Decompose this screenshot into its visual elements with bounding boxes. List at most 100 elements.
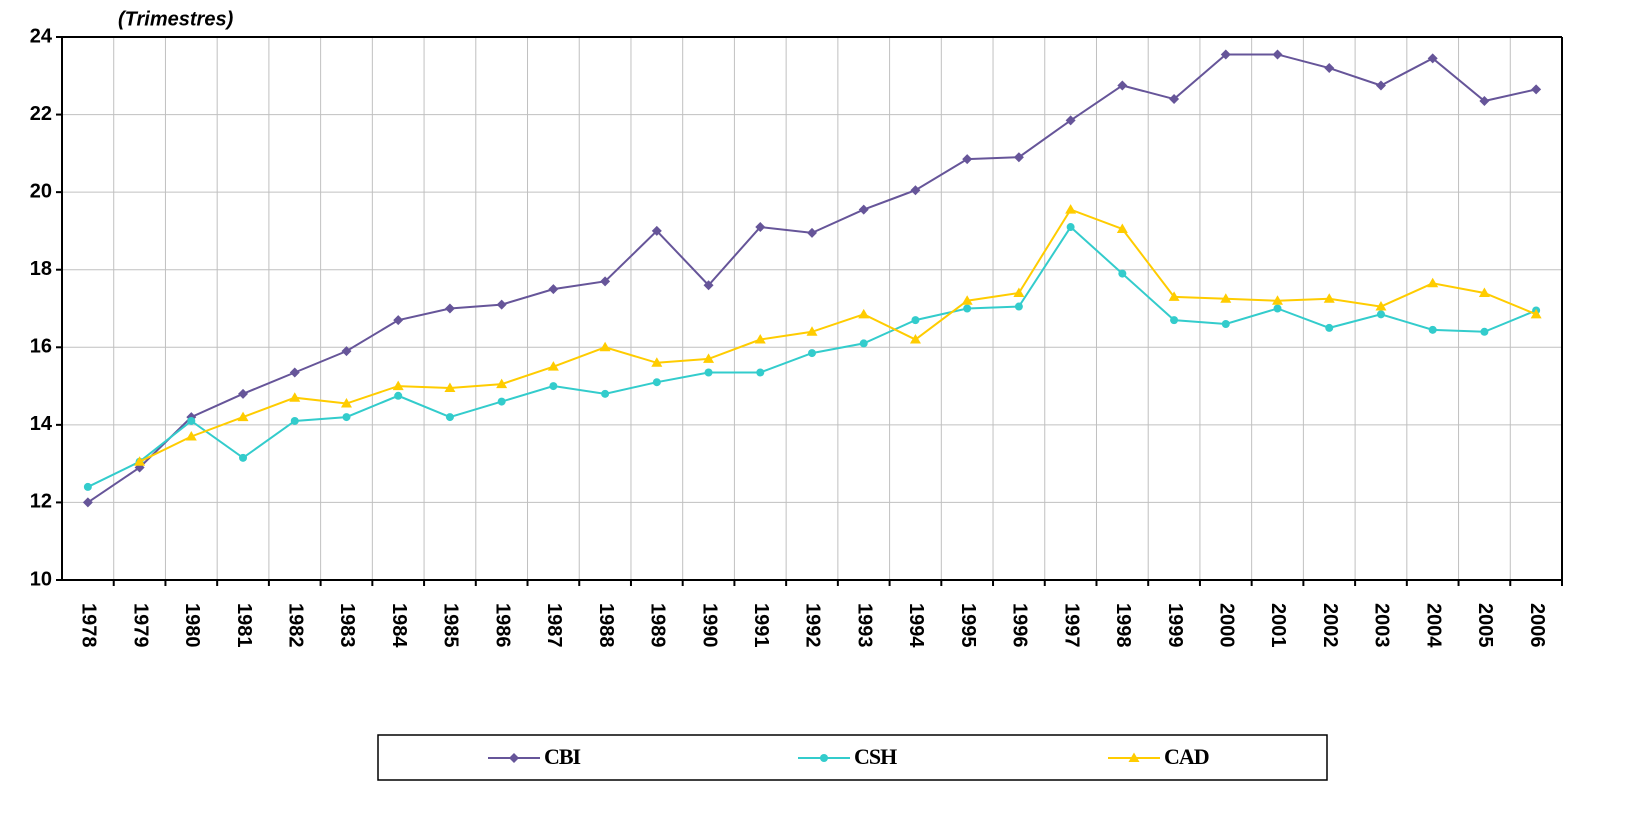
y-tick-label: 24 <box>30 25 53 47</box>
marker <box>1428 325 1437 334</box>
marker <box>83 482 92 491</box>
marker <box>1066 223 1075 232</box>
marker <box>703 280 714 291</box>
marker <box>704 368 713 377</box>
marker <box>1478 287 1490 297</box>
marker <box>547 361 559 371</box>
y-tick-label: 12 <box>30 491 52 513</box>
x-tick-label: 1993 <box>853 603 875 648</box>
marker <box>445 413 454 422</box>
marker <box>548 284 559 295</box>
marker <box>1427 53 1438 64</box>
marker <box>496 378 508 389</box>
marker <box>756 368 765 377</box>
y-tick-label: 22 <box>30 103 52 125</box>
marker <box>1427 277 1439 288</box>
marker <box>808 349 816 358</box>
marker <box>340 398 352 408</box>
marker <box>342 413 351 422</box>
x-tick-label: 1992 <box>802 603 824 648</box>
marker <box>1065 204 1077 214</box>
marker <box>962 154 973 165</box>
y-tick-label: 14 <box>30 413 53 435</box>
marker <box>1323 293 1335 303</box>
x-tick-label: 1980 <box>181 603 203 648</box>
x-tick-label: 2004 <box>1422 603 1444 648</box>
x-tick-label: 1981 <box>233 603 255 648</box>
marker <box>394 391 403 400</box>
marker <box>601 389 610 398</box>
x-tick-label: 1984 <box>388 603 410 648</box>
marker <box>134 456 146 466</box>
y-tick-label: 20 <box>30 180 52 202</box>
x-tick-label: 1986 <box>491 603 513 648</box>
x-tick-label: 1994 <box>905 603 927 648</box>
marker <box>1220 49 1231 60</box>
legend-marker <box>509 753 519 763</box>
marker <box>1116 223 1128 233</box>
x-tick-label: 2002 <box>1319 603 1341 648</box>
marker <box>1014 302 1023 311</box>
marker <box>289 392 301 402</box>
legend-label: CBI <box>544 744 581 769</box>
marker <box>1324 63 1335 74</box>
marker <box>289 367 300 378</box>
x-tick-label: 1982 <box>284 603 306 648</box>
marker <box>755 222 766 233</box>
marker <box>239 453 248 462</box>
marker <box>1375 80 1386 91</box>
marker <box>859 339 868 348</box>
marker <box>237 411 249 422</box>
marker <box>858 204 869 215</box>
marker <box>910 185 921 196</box>
y-tick-label: 18 <box>30 258 52 280</box>
marker <box>1273 304 1282 313</box>
x-tick-label: 1995 <box>957 603 979 648</box>
marker <box>911 316 920 325</box>
marker <box>238 388 249 399</box>
x-tick-label: 1983 <box>336 603 358 648</box>
marker <box>1272 49 1283 60</box>
marker <box>1272 295 1284 305</box>
x-tick-label: 1989 <box>647 603 669 648</box>
marker <box>393 315 404 326</box>
x-tick-label: 2003 <box>1371 603 1393 648</box>
marker <box>1117 80 1128 91</box>
marker <box>1065 115 1076 126</box>
marker <box>1376 310 1385 319</box>
x-tick-label: 1987 <box>543 603 565 648</box>
x-tick-label: 1990 <box>698 603 720 648</box>
x-tick-label: 1985 <box>440 603 462 648</box>
x-tick-label: 2005 <box>1474 603 1496 648</box>
marker <box>185 430 197 441</box>
marker <box>1531 84 1542 95</box>
x-tick-label: 1999 <box>1164 603 1186 648</box>
marker <box>444 382 456 393</box>
legend-label: CAD <box>1164 744 1209 769</box>
x-tick-label: 2006 <box>1526 603 1548 648</box>
marker <box>1168 291 1180 301</box>
marker <box>1480 327 1489 336</box>
marker <box>1013 287 1025 297</box>
marker <box>187 416 196 425</box>
x-tick-label: 1979 <box>129 603 151 648</box>
y-tick-label: 10 <box>30 568 52 590</box>
marker <box>1479 95 1490 106</box>
x-tick-label: 1978 <box>78 603 100 648</box>
marker <box>1530 308 1542 319</box>
marker <box>1220 293 1232 303</box>
legend-marker <box>820 754 828 762</box>
marker <box>807 227 817 238</box>
marker <box>754 334 766 344</box>
marker <box>392 380 404 391</box>
marker <box>497 397 506 406</box>
x-tick-label: 2000 <box>1216 603 1238 648</box>
x-tick-label: 1988 <box>595 603 617 648</box>
marker <box>600 276 611 287</box>
marker <box>651 225 662 236</box>
marker <box>858 308 870 319</box>
legend-label: CSH <box>854 744 897 769</box>
marker <box>1118 269 1127 278</box>
series-line <box>139 208 1537 463</box>
